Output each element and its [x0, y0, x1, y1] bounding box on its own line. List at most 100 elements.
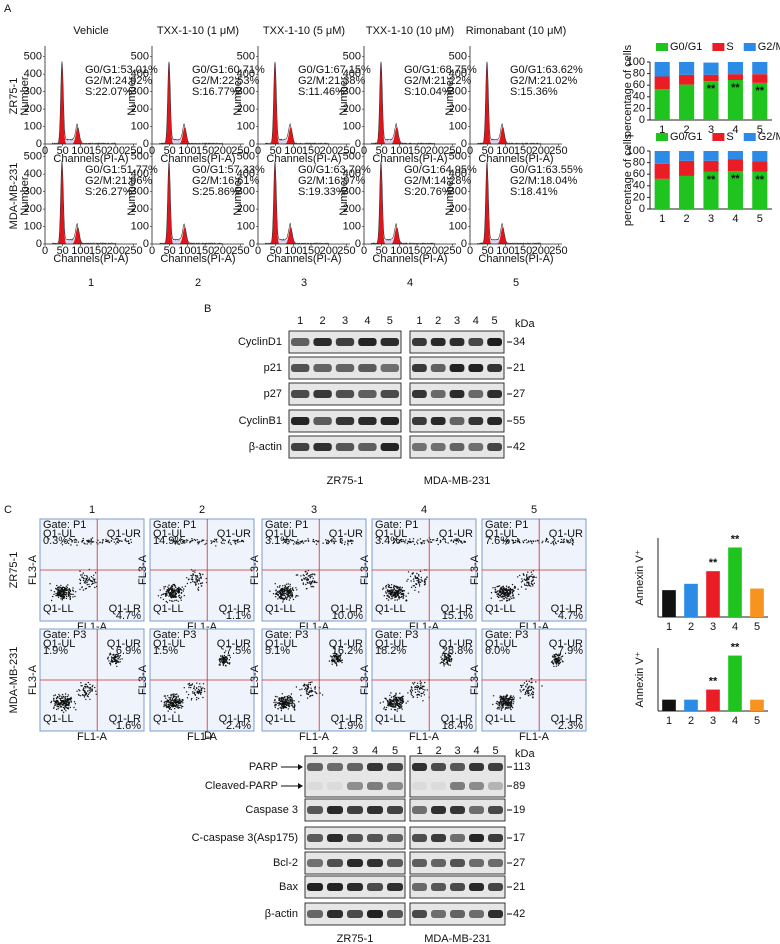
event-dot: [80, 574, 82, 576]
event-dot: [63, 695, 65, 698]
event-dot: [107, 658, 109, 660]
lane-number: 2: [332, 745, 338, 757]
event-dot: [447, 661, 449, 663]
event-dot: [385, 592, 387, 594]
event-dot: [65, 589, 68, 591]
event-dot: [283, 591, 285, 593]
event-dot: [557, 661, 559, 664]
event-dot: [165, 591, 167, 593]
event-dot: [190, 581, 192, 584]
event-dot: [317, 540, 319, 543]
event-dot: [507, 703, 509, 705]
event-dot: [284, 594, 286, 596]
event-dot: [393, 706, 395, 709]
event-dot: [295, 574, 298, 576]
event-dot: [274, 703, 277, 705]
event-dot: [506, 695, 508, 697]
event-dot: [84, 580, 87, 582]
event-dot: [502, 598, 504, 600]
event-dot: [160, 594, 163, 596]
event-dot: [563, 541, 565, 543]
event-dot: [284, 538, 286, 541]
event-dot: [529, 694, 531, 696]
event-dot: [307, 539, 310, 542]
event-dot: [83, 688, 85, 690]
event-dot: [199, 573, 202, 575]
event-dot: [163, 704, 165, 706]
blot-band: [430, 364, 446, 372]
event-dot: [227, 540, 230, 543]
event-dot: [400, 539, 402, 541]
event-dot: [193, 687, 195, 690]
quadrant-label: Q1-LL: [153, 603, 184, 615]
event-dot: [183, 594, 185, 597]
event-dot: [62, 711, 65, 713]
event-dot: [119, 658, 121, 660]
event-dot: [396, 710, 398, 712]
protein-label: Caspase 3: [245, 804, 298, 816]
event-dot: [503, 595, 506, 597]
event-cloud: [157, 537, 245, 604]
event-dot: [174, 693, 177, 696]
event-dot: [511, 592, 514, 594]
event-dot: [494, 589, 497, 591]
event-dot: [510, 698, 512, 701]
x-tick-label: 250: [549, 245, 567, 257]
event-dot: [200, 686, 202, 688]
event-dot: [63, 588, 65, 590]
event-dot: [84, 543, 86, 545]
legend-swatch: [743, 43, 756, 51]
event-dot: [293, 708, 296, 710]
event-dot: [558, 653, 560, 655]
phase-percentage: S:15.36%: [510, 86, 558, 98]
y-tick-label: 200: [449, 103, 467, 115]
x-tick-label: 150: [302, 145, 320, 157]
event-dot: [389, 699, 391, 701]
event-dot: [286, 597, 288, 599]
blot-band: [347, 763, 363, 771]
event-dot: [505, 587, 508, 590]
event-dot: [390, 592, 392, 595]
event-dot: [305, 576, 307, 579]
event-dot: [407, 700, 409, 702]
event-dot: [306, 577, 309, 579]
event-dot: [511, 597, 513, 600]
quadrant-label: Q1-UL: [43, 638, 75, 650]
event-dot: [525, 539, 527, 541]
x-tick-label: 0: [255, 245, 261, 257]
event-dot: [400, 590, 403, 592]
event-dot: [525, 584, 528, 586]
event-dot: [410, 586, 413, 588]
event-dot: [168, 594, 171, 596]
event-dot: [509, 695, 512, 697]
x-tick-label: 0: [467, 245, 473, 257]
cell-line-label: MDA-MB-231: [8, 647, 20, 714]
event-dot: [282, 705, 285, 707]
event-dot: [192, 580, 194, 583]
y-tick-label: 200: [343, 103, 361, 115]
x-tick-label: 1: [659, 213, 665, 225]
event-dot: [410, 691, 413, 694]
event-dot: [82, 537, 84, 540]
x-tick-label: 3: [708, 124, 714, 136]
event-dot: [279, 700, 281, 702]
event-dot: [399, 697, 402, 699]
event-dot: [314, 688, 316, 690]
event-dot: [92, 684, 94, 687]
event-dot: [502, 586, 504, 588]
event-dot: [59, 703, 62, 705]
event-dot: [174, 541, 176, 543]
quadrant-label: Q1-LL: [375, 713, 406, 725]
event-dot: [57, 702, 59, 704]
event-dot: [400, 707, 402, 709]
event-dot: [390, 705, 392, 707]
histogram-s-phase: [159, 135, 223, 144]
histogram-outline: [264, 161, 329, 245]
event-dot: [170, 702, 172, 704]
event-dot: [164, 695, 167, 697]
event-dot: [335, 663, 338, 665]
event-dot: [166, 594, 168, 596]
event-dot: [175, 595, 177, 597]
event-dot: [116, 655, 119, 658]
y-tick-label: 500: [237, 51, 255, 63]
